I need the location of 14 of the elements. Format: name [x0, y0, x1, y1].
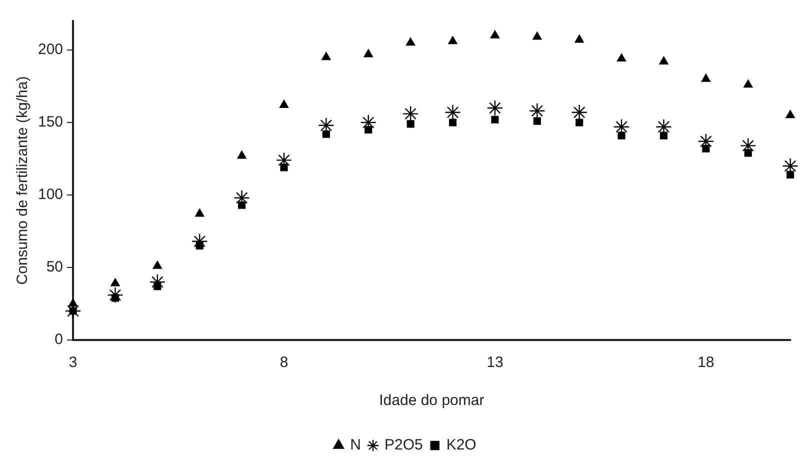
y-tick-label: 200: [38, 41, 64, 58]
y-tick-label: 0: [54, 331, 64, 348]
x-axis-title: Idade do pomar: [379, 392, 484, 410]
legend-label: N: [350, 436, 361, 454]
y-tick-label: 100: [38, 186, 64, 204]
y-axis-title: Consumo de fertilizante (kg/ha): [14, 76, 32, 285]
x-tick-label: 13: [486, 354, 504, 372]
x-tick-label: 18: [698, 354, 714, 372]
legend-label: P2O5: [384, 436, 423, 454]
y-tick-label: 50: [46, 258, 64, 276]
legend-label: K2O: [446, 436, 476, 454]
x-tick-label: 8: [280, 354, 288, 372]
y-tick-label: 150: [38, 114, 64, 131]
x-tick-label: 3: [68, 354, 78, 372]
